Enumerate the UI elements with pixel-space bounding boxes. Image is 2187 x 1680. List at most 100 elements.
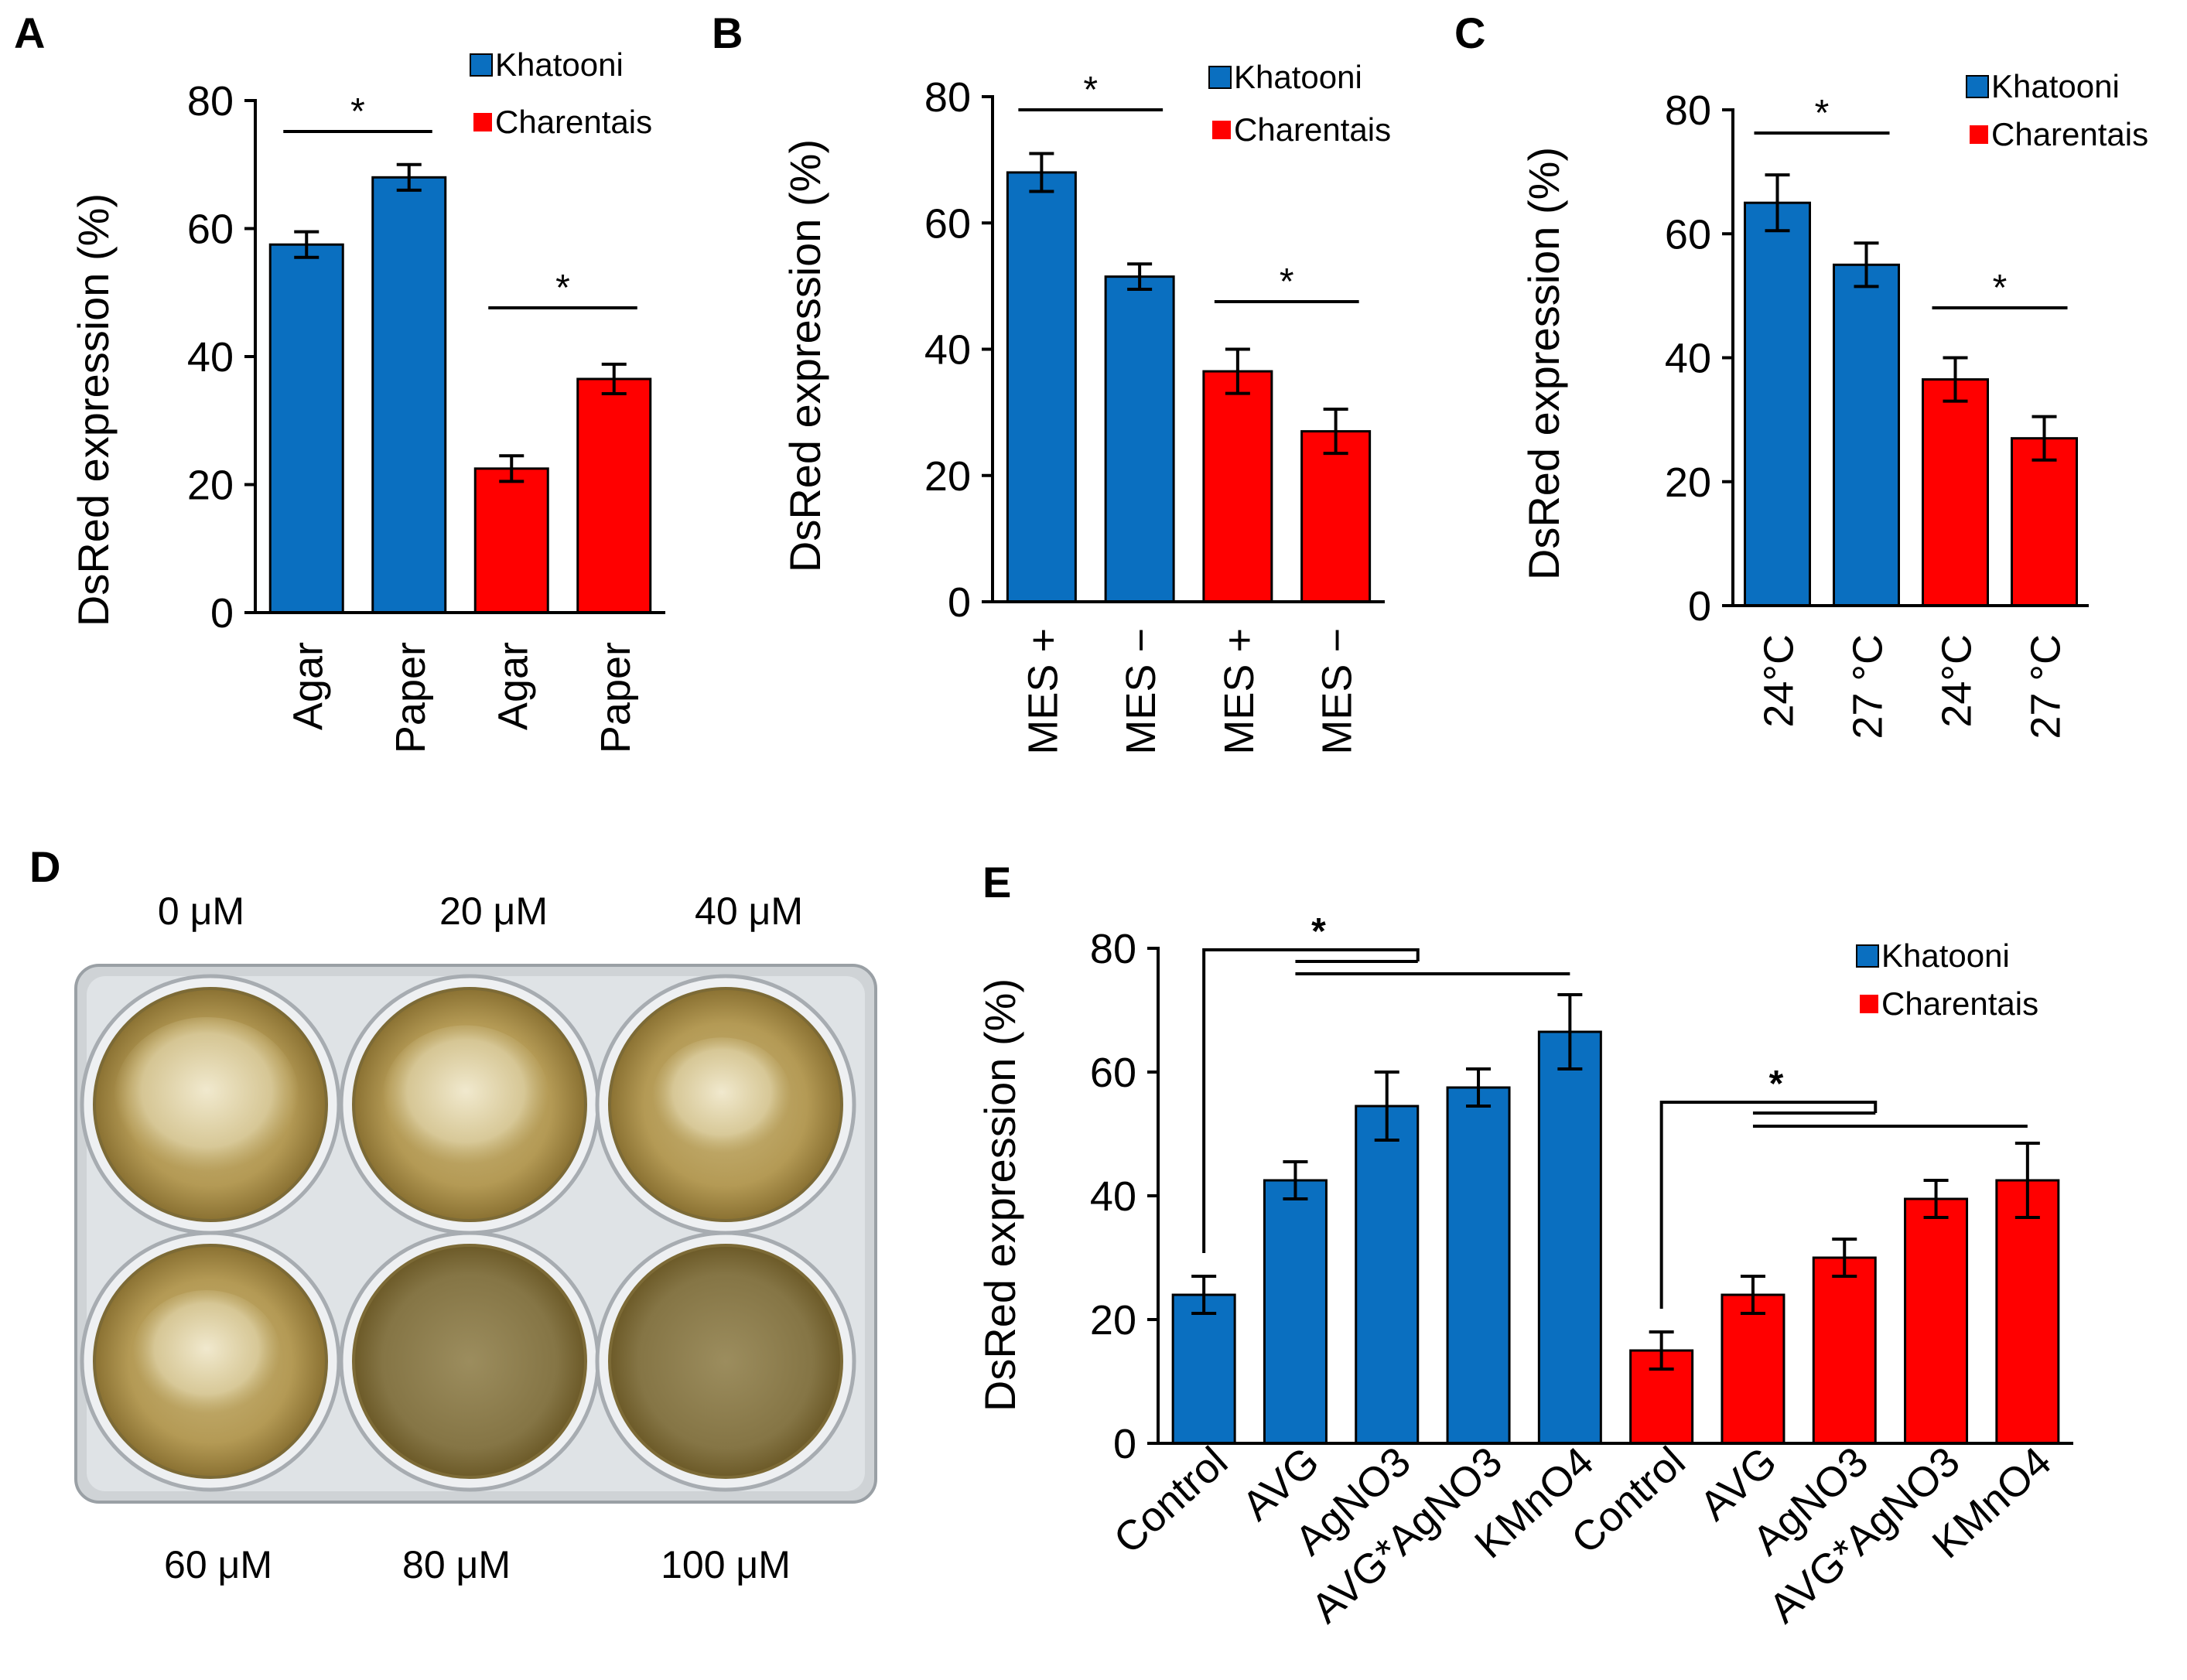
x-tick-label: Agar bbox=[490, 642, 536, 730]
y-tick-label: 40 bbox=[924, 327, 971, 374]
y-tick-label: 40 bbox=[1665, 336, 1711, 382]
significance-star: * bbox=[1280, 261, 1294, 302]
panel-c: C DsRed expression (%) 0 20 40 60 80 24°C 27 °… bbox=[1454, 9, 2148, 739]
legend-swatch-charentais bbox=[1212, 121, 1231, 139]
bar bbox=[1922, 378, 1989, 607]
bar bbox=[1006, 171, 1077, 603]
panel-a: A DsRed expression (%) 0 20 40 60 80 Agar Pape… bbox=[14, 9, 665, 753]
bar bbox=[1104, 275, 1175, 603]
y-tick-label: 40 bbox=[1090, 1173, 1136, 1220]
significance-star: * bbox=[1083, 70, 1098, 111]
concentration-label: 60 μM bbox=[164, 1543, 272, 1586]
x-tick-label: MES − bbox=[1314, 628, 1361, 755]
legend-label-charentais: Charentais bbox=[1991, 116, 2148, 152]
bacterial-growth bbox=[382, 1025, 549, 1172]
x-tick-label: 27 °C bbox=[2023, 634, 2069, 739]
x-tick-label: MES + bbox=[1020, 628, 1066, 755]
concentration-label: 80 μM bbox=[402, 1543, 511, 1586]
y-tick-label: 80 bbox=[187, 78, 234, 125]
y-tick-label: 0 bbox=[210, 590, 234, 637]
legend-label-khatooni: Khatooni bbox=[495, 46, 624, 83]
significance-bracket bbox=[1202, 948, 1420, 1253]
y-tick-label: 40 bbox=[187, 334, 234, 381]
panel-label-d: D bbox=[29, 842, 60, 891]
concentration-label: 0 μM bbox=[158, 890, 244, 933]
concentration-label: 100 μM bbox=[661, 1543, 791, 1586]
panel-label-e: E bbox=[982, 858, 1011, 907]
chart-a-plot: 0 20 40 60 80 Agar Paper Agar Paper * * bbox=[187, 78, 665, 753]
bar bbox=[1904, 1197, 1969, 1445]
chart-b-plot: 0 20 40 60 80 MES + MES − MES + MES − * * bbox=[924, 70, 1385, 755]
y-tick-label: 20 bbox=[1665, 459, 1711, 506]
y-tick-label: 80 bbox=[1665, 87, 1711, 134]
legend: Khatooni Charentais bbox=[470, 46, 652, 140]
legend-label-khatooni: Khatooni bbox=[1991, 68, 2120, 104]
x-tick-label: 24°C bbox=[1934, 634, 1980, 728]
panel-b: B DsRed expression (%) 0 20 40 60 80 MES + MES… bbox=[712, 9, 1391, 755]
y-tick-label: 60 bbox=[924, 200, 971, 247]
bacterial-growth bbox=[132, 1290, 281, 1420]
y-tick-label: 20 bbox=[1090, 1297, 1136, 1344]
significance-star: * bbox=[555, 268, 570, 309]
x-tick-label: Paper bbox=[593, 642, 639, 753]
bar bbox=[371, 176, 447, 614]
legend-swatch-khatooni bbox=[470, 53, 493, 77]
panel-label-c: C bbox=[1454, 9, 1485, 57]
bar bbox=[1744, 201, 1811, 607]
legend-label-khatooni: Khatooni bbox=[1234, 59, 1362, 95]
x-tick-label: 24°C bbox=[1756, 634, 1803, 728]
x-tick-label: 27 °C bbox=[1845, 634, 1891, 739]
legend-label-charentais: Charentais bbox=[495, 104, 652, 140]
legend-swatch-khatooni bbox=[1966, 75, 1989, 98]
legend-swatch-charentais bbox=[1860, 995, 1878, 1013]
legend: Khatooni Charentais bbox=[1856, 937, 2038, 1022]
bar bbox=[1812, 1256, 1877, 1445]
bar bbox=[2011, 437, 2078, 607]
bar bbox=[1355, 1105, 1420, 1445]
bar bbox=[1202, 370, 1273, 603]
y-tick-label: 0 bbox=[948, 579, 971, 626]
significance-star: * bbox=[1815, 93, 1830, 134]
y-tick-label: 80 bbox=[924, 74, 971, 121]
bar bbox=[1995, 1179, 2060, 1445]
legend-label-charentais: Charentais bbox=[1234, 111, 1391, 148]
x-tick-label: MES − bbox=[1118, 628, 1164, 755]
wells bbox=[80, 974, 856, 1492]
y-tick-label: 0 bbox=[1688, 583, 1711, 630]
bacterial-growth bbox=[652, 1037, 791, 1159]
panel-e: E DsRed expression (%) 020406080ControlA… bbox=[976, 858, 2073, 1632]
panel-label-b: B bbox=[712, 9, 743, 57]
legend-label-khatooni: Khatooni bbox=[1881, 937, 2010, 974]
concentration-label: 40 μM bbox=[695, 890, 803, 933]
panel-label-a: A bbox=[14, 9, 45, 57]
significance-star: * bbox=[1769, 1064, 1784, 1105]
significance-bracket bbox=[1659, 1101, 1878, 1309]
legend-swatch-khatooni bbox=[1208, 66, 1232, 89]
bar bbox=[1537, 1030, 1602, 1445]
bacterial-growth bbox=[114, 1017, 299, 1180]
y-tick-label: 20 bbox=[924, 453, 971, 500]
legend-swatch-charentais bbox=[1970, 125, 1988, 144]
concentration-label: 20 μM bbox=[439, 890, 548, 933]
y-tick-label: 20 bbox=[187, 463, 234, 509]
y-axis-label: DsRed expression (%) bbox=[781, 139, 829, 572]
y-axis-label: DsRed expression (%) bbox=[1519, 147, 1568, 580]
y-tick-label: 0 bbox=[1113, 1421, 1136, 1467]
y-tick-label: 80 bbox=[1090, 926, 1136, 972]
x-tick-label: Agar bbox=[285, 642, 331, 730]
legend: Khatooni Charentais bbox=[1966, 68, 2148, 152]
significance-star: * bbox=[350, 91, 365, 132]
legend-swatch-khatooni bbox=[1856, 944, 1879, 968]
bar bbox=[1171, 1293, 1236, 1445]
y-axis-label: DsRed expression (%) bbox=[69, 193, 118, 627]
bar bbox=[1833, 263, 1900, 607]
x-tick-label: Paper bbox=[388, 642, 434, 753]
x-tick-label: MES + bbox=[1216, 628, 1263, 755]
bar bbox=[268, 243, 344, 614]
bar bbox=[473, 467, 549, 614]
significance-star: * bbox=[1993, 268, 2008, 309]
bar bbox=[1446, 1086, 1511, 1445]
chart-c-plot: 0 20 40 60 80 24°C 27 °C 24°C 27 °C * * bbox=[1665, 87, 2089, 739]
legend: Khatooni Charentais bbox=[1208, 59, 1391, 148]
